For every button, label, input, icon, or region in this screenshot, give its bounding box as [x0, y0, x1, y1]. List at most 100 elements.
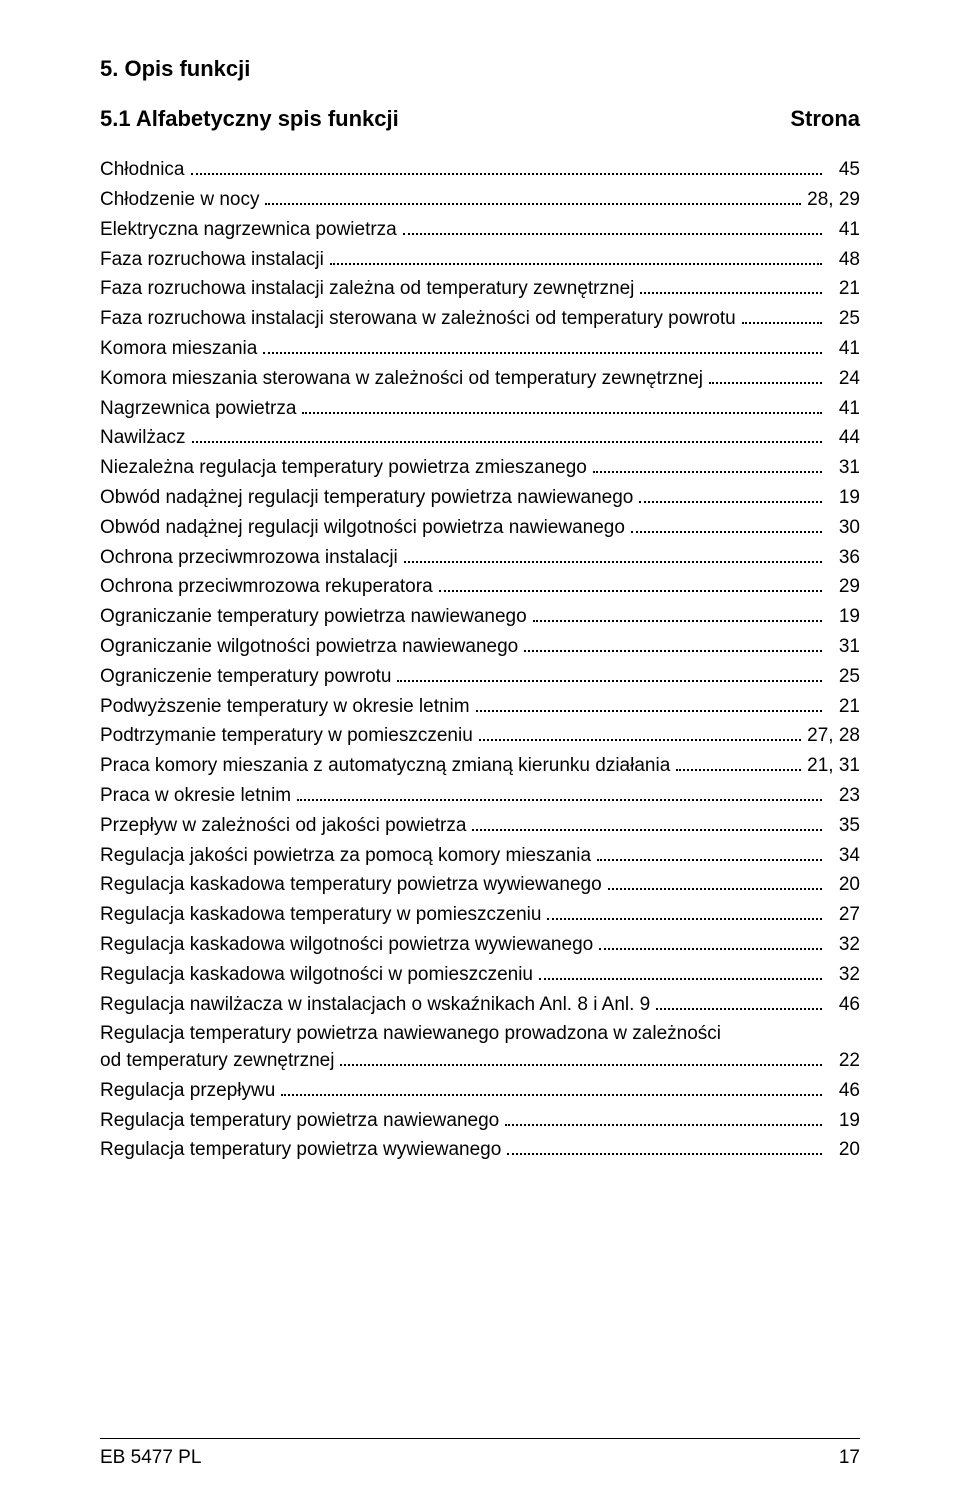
toc-row: Regulacja przepływu46 [100, 1080, 860, 1100]
toc-leader-dots [297, 786, 822, 801]
toc-page-number: 27 [828, 905, 860, 924]
toc-row: Regulacja jakości powietrza za pomocą ko… [100, 845, 860, 865]
toc-page-number: 32 [828, 935, 860, 954]
toc-row: Regulacja temperatury powietrza nawiewan… [100, 1110, 860, 1130]
toc-label: Obwód nadążnej regulacji wilgotności pow… [100, 518, 625, 537]
toc-row: Komora mieszania sterowana w zależności … [100, 369, 860, 389]
toc-label: Komora mieszania sterowana w zależności … [100, 369, 703, 388]
toc-page-number: 19 [828, 1111, 860, 1130]
toc-leader-dots [263, 339, 822, 354]
toc-row: Podtrzymanie temperatury w pomieszczeniu… [100, 726, 860, 746]
toc-label: Regulacja nawilżacza w instalacjach o ws… [100, 995, 650, 1014]
toc-leader-dots [265, 190, 801, 205]
toc-row: Ograniczenie temperatury powrotu25 [100, 667, 860, 687]
toc-label: Obwód nadążnej regulacji temperatury pow… [100, 488, 633, 507]
toc-page-number: 41 [828, 220, 860, 239]
toc-row: Obwód nadążnej regulacji wilgotności pow… [100, 518, 860, 538]
toc-label: Regulacja temperatury powietrza nawiewan… [100, 1024, 721, 1043]
toc-label: Praca komory mieszania z automatyczną zm… [100, 756, 670, 775]
toc-row: Nawilżacz44 [100, 428, 860, 448]
toc-label: Regulacja przepływu [100, 1081, 275, 1100]
toc-page-number: 19 [828, 607, 860, 626]
toc-leader-dots [191, 160, 823, 175]
toc-row: Chłodnica 45 [100, 160, 860, 180]
toc-row: Regulacja temperatury powietrza nawiewan… [100, 1024, 860, 1043]
toc-row: od temperatury zewnętrznej 22 [100, 1051, 860, 1071]
toc-label: Regulacja kaskadowa temperatury w pomies… [100, 905, 541, 924]
toc-label: Regulacja temperatury powietrza nawiewan… [100, 1111, 499, 1130]
toc-leader-dots [404, 547, 822, 562]
toc-label: Ograniczanie wilgotności powietrza nawie… [100, 637, 518, 656]
toc-label: Regulacja kaskadowa wilgotności powietrz… [100, 935, 593, 954]
toc-label: Regulacja kaskadowa wilgotności w pomies… [100, 965, 533, 984]
toc-leader-dots [524, 637, 822, 652]
toc-label: Regulacja kaskadowa temperatury powietrz… [100, 875, 602, 894]
toc-row: Regulacja temperatury powietrza wywiewan… [100, 1140, 860, 1160]
toc-leader-dots [742, 309, 822, 324]
toc-page-number: 41 [828, 399, 860, 418]
toc-label: Faza rozruchowa instalacji [100, 250, 324, 269]
toc-page-number: 22 [828, 1051, 860, 1070]
toc-row: Przepływ w zależności od jakości powietr… [100, 816, 860, 836]
toc-page-number: 23 [828, 786, 860, 805]
toc-label: Praca w okresie letnim [100, 786, 291, 805]
toc-leader-dots [479, 726, 801, 741]
toc-label: Podtrzymanie temperatury w pomieszczeniu [100, 726, 473, 745]
toc-page-number: 28, 29 [807, 190, 860, 209]
toc-label: Regulacja jakości powietrza za pomocą ko… [100, 846, 591, 865]
toc-label: Ochrona przeciwmrozowa rekuperatora [100, 577, 433, 596]
page-column-label: Strona [790, 106, 860, 132]
toc-leader-dots [676, 756, 801, 771]
toc-leader-dots [302, 398, 822, 413]
toc-leader-dots [507, 1140, 822, 1155]
footer-left: EB 5477 PL [100, 1447, 201, 1469]
toc-row: Faza rozruchowa instalacji sterowana w z… [100, 309, 860, 329]
subsection-row: 5.1 Alfabetyczny spis funkcji Strona [100, 106, 860, 132]
toc-leader-dots [640, 279, 822, 294]
toc-page-number: 30 [828, 518, 860, 537]
toc-label-continuation: od temperatury zewnętrznej [100, 1051, 334, 1070]
toc-label: Faza rozruchowa instalacji sterowana w z… [100, 309, 736, 328]
toc-leader-dots [547, 905, 822, 920]
toc-label: Chłodnica [100, 160, 185, 179]
page-footer: EB 5477 PL 17 [100, 1438, 860, 1469]
toc-row: Faza rozruchowa instalacji 48 [100, 249, 860, 269]
toc-row: Ograniczanie wilgotności powietrza nawie… [100, 637, 860, 657]
toc-leader-dots [608, 875, 822, 890]
toc-row: Ograniczanie temperatury powietrza nawie… [100, 607, 860, 627]
toc-row: Nagrzewnica powietrza41 [100, 398, 860, 418]
toc-leader-dots [192, 428, 822, 443]
toc-row: Praca w okresie letnim 23 [100, 786, 860, 806]
toc-row: Elektryczna nagrzewnica powietrza41 [100, 220, 860, 240]
toc-leader-dots [533, 607, 822, 622]
toc-page-number: 32 [828, 965, 860, 984]
toc-row: Praca komory mieszania z automatyczną zm… [100, 756, 860, 776]
toc-leader-dots [403, 220, 822, 235]
subsection-heading: 5.1 Alfabetyczny spis funkcji [100, 106, 399, 132]
toc-leader-dots [472, 816, 822, 831]
toc-page-number: 27, 28 [807, 726, 860, 745]
toc-page-number: 21 [828, 697, 860, 716]
toc-row: Faza rozruchowa instalacji zależna od te… [100, 279, 860, 299]
toc-page-number: 48 [828, 250, 860, 269]
toc-label: Ochrona przeciwmrozowa instalacji [100, 548, 398, 567]
toc-page-number: 35 [828, 816, 860, 835]
toc-label: Przepływ w zależności od jakości powietr… [100, 816, 466, 835]
toc-row: Obwód nadążnej regulacji temperatury pow… [100, 488, 860, 508]
toc-row: Komora mieszania41 [100, 339, 860, 359]
toc-label: Faza rozruchowa instalacji zależna od te… [100, 279, 634, 298]
toc-page-number: 45 [828, 160, 860, 179]
toc-label: Nawilżacz [100, 428, 186, 447]
toc-page-number: 31 [828, 458, 860, 477]
toc-row: Regulacja nawilżacza w instalacjach o ws… [100, 994, 860, 1014]
toc-page-number: 20 [828, 1140, 860, 1159]
toc-row: Podwyższenie temperatury w okresie letni… [100, 696, 860, 716]
toc-leader-dots [476, 696, 822, 711]
toc-leader-dots [330, 249, 822, 264]
toc-page-number: 29 [828, 577, 860, 596]
toc-leader-dots [505, 1110, 822, 1125]
toc-row: Niezależna regulacja temperatury powietr… [100, 458, 860, 478]
toc-page-number: 25 [828, 667, 860, 686]
toc-label: Podwyższenie temperatury w okresie letni… [100, 697, 470, 716]
toc-page-number: 34 [828, 846, 860, 865]
